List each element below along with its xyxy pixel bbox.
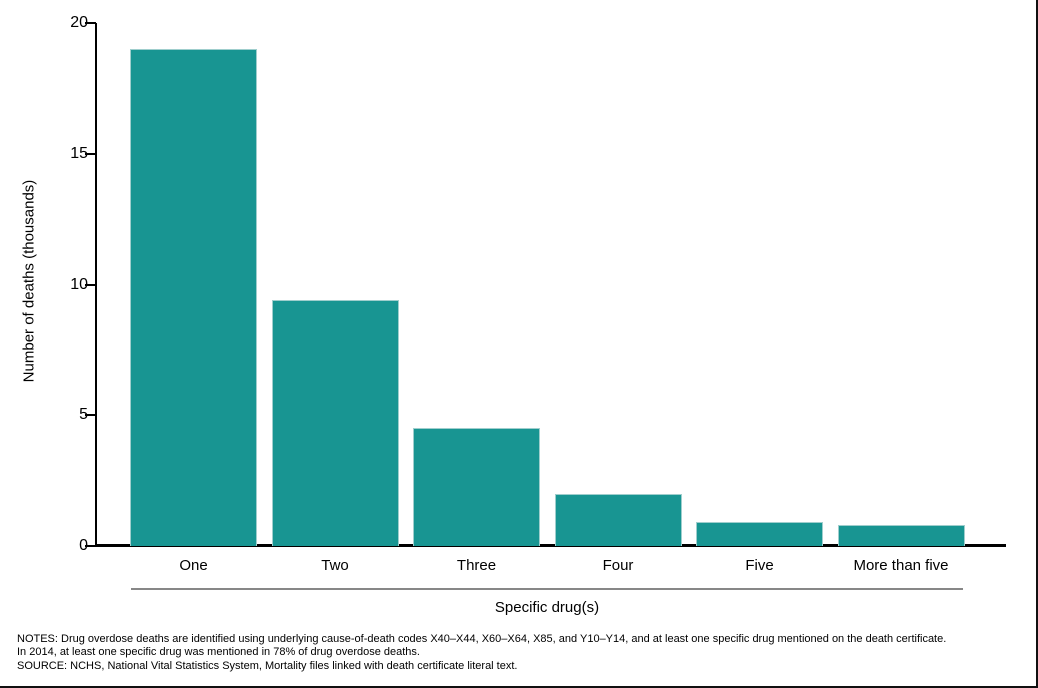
y-tick-mark: [85, 152, 96, 155]
bar-three: [413, 428, 540, 546]
y-tick-mark: [85, 22, 96, 24]
notes-line: SOURCE: NCHS, National Vital Statistics …: [17, 659, 518, 672]
x-tick-label: Three: [456, 557, 497, 574]
x-axis-line: [95, 544, 1006, 547]
notes: NOTES: Drug overdose deaths are identifi…: [17, 633, 1022, 673]
x-axis-title: Specific drug(s): [494, 599, 600, 616]
bar-four: [554, 493, 682, 546]
y-tick-label: 20: [70, 14, 88, 31]
y-axis-title: Number of deaths (thousands): [20, 179, 38, 383]
y-tick-label: 15: [70, 144, 88, 162]
x-tick-label: More than five: [853, 557, 949, 574]
x-tick-label: Four: [602, 557, 634, 574]
notes-line: In 2014, at least one specific drug was …: [17, 646, 420, 659]
y-tick-label: 10: [70, 275, 88, 293]
y-tick-mark: [85, 545, 96, 547]
x-tick-label: Two: [321, 557, 349, 574]
y-tick-mark: [85, 283, 96, 286]
x-tick-label: One: [179, 557, 208, 574]
bar-one: [130, 49, 257, 546]
y-tick-label: 0: [79, 537, 88, 554]
y-axis-line: [95, 23, 97, 546]
y-tick-label: 5: [79, 406, 88, 424]
y-tick-mark: [85, 414, 96, 417]
x-tick-label: Five: [745, 557, 774, 574]
bar-two: [271, 300, 399, 546]
bar-more-than-five: [837, 525, 965, 546]
category-axis-line: [131, 588, 963, 590]
bar-five: [696, 522, 823, 546]
notes-line: NOTES: Drug overdose deaths are identifi…: [17, 633, 947, 645]
